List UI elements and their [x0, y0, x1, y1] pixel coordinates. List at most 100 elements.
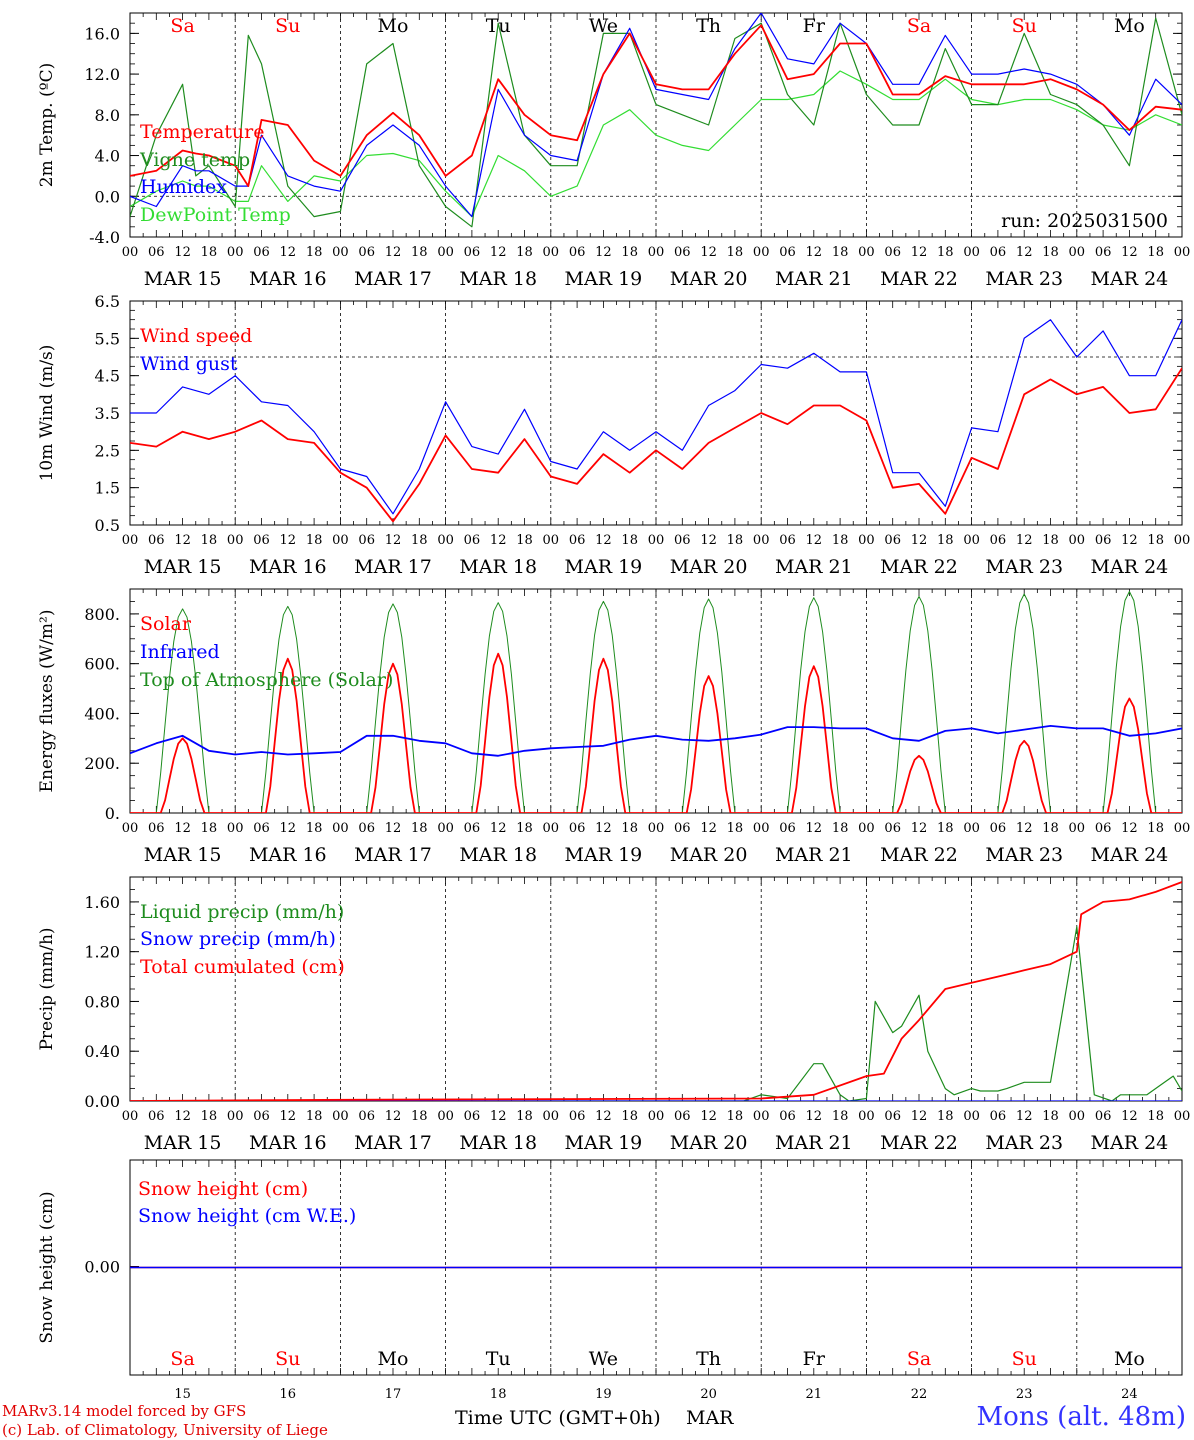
- weekday-label: Fr: [803, 15, 826, 37]
- hour-tick-label: 06: [253, 245, 270, 260]
- hour-tick-label: 00: [858, 821, 875, 836]
- date-label: MAR 23: [985, 268, 1063, 290]
- hour-tick-label: 12: [490, 245, 507, 260]
- hour-tick-label: 12: [595, 245, 612, 260]
- hour-tick-label: 12: [385, 245, 402, 260]
- hour-tick-label: 06: [990, 533, 1007, 548]
- y-tick-label: 0.00: [84, 1258, 120, 1277]
- hour-tick-label: 06: [253, 821, 270, 836]
- y-tick-label: 5.5: [95, 329, 120, 348]
- legend-entry: Temperature: [140, 121, 264, 143]
- hour-tick-label: 12: [1016, 821, 1033, 836]
- series-line-temperature: [130, 24, 1182, 188]
- legend-entry: Solar: [140, 613, 192, 635]
- hour-tick-label: 00: [543, 533, 560, 548]
- y-axis-label: 10m Wind (m/s): [37, 345, 57, 482]
- weekday-label: Sa: [907, 15, 931, 37]
- weekday-label: Mo: [1114, 15, 1145, 37]
- hour-tick-label: 06: [358, 1109, 375, 1124]
- legend-entry: DewPoint Temp: [140, 204, 291, 226]
- date-label: MAR 22: [880, 1132, 958, 1154]
- hour-tick-label: 12: [595, 821, 612, 836]
- hour-tick-label: 18: [411, 245, 428, 260]
- day-number-label: 16: [280, 1387, 297, 1402]
- day-number-label: 23: [1016, 1387, 1033, 1402]
- hour-tick-label: 00: [227, 1109, 244, 1124]
- hour-tick-label: 06: [674, 245, 691, 260]
- date-label: MAR 23: [985, 556, 1063, 578]
- hour-tick-label: 06: [569, 821, 586, 836]
- hour-tick-label: 18: [1147, 821, 1164, 836]
- hour-tick-label: 00: [1069, 821, 1086, 836]
- hour-tick-label: 00: [122, 821, 139, 836]
- hour-tick-label: 18: [306, 821, 323, 836]
- series-line-liquid-precip-mm-h-: [130, 926, 1182, 1101]
- hour-tick-label: 18: [516, 245, 533, 260]
- y-tick-label: 8.0: [95, 106, 120, 125]
- hour-tick-label: 00: [648, 533, 665, 548]
- date-label: MAR 19: [565, 268, 643, 290]
- hour-tick-label: 12: [1121, 1109, 1138, 1124]
- y-tick-label: 16.0: [84, 24, 120, 43]
- date-label: MAR 22: [880, 556, 958, 578]
- day-number-label: 17: [385, 1387, 402, 1402]
- hour-tick-label: 12: [911, 1109, 928, 1124]
- y-tick-label: 6.5: [95, 292, 120, 311]
- legend-entry: Wind gust: [140, 353, 238, 375]
- y-tick-label: 0.: [105, 804, 120, 823]
- hour-tick-label: 00: [648, 1109, 665, 1124]
- date-label: MAR 15: [144, 268, 222, 290]
- hour-tick-label: 00: [858, 245, 875, 260]
- hour-tick-label: 12: [911, 245, 928, 260]
- hour-tick-label: 18: [621, 245, 638, 260]
- lab-credit: (c) Lab. of Climatology, University of L…: [2, 1421, 328, 1439]
- hour-tick-label: 00: [437, 821, 454, 836]
- hour-tick-label: 18: [306, 533, 323, 548]
- hour-tick-label: 18: [306, 245, 323, 260]
- hour-tick-label: 00: [332, 821, 349, 836]
- hour-tick-label: 06: [990, 245, 1007, 260]
- date-label: MAR 19: [565, 556, 643, 578]
- plot-frame: [129, 588, 1183, 814]
- day-number-label: 21: [806, 1387, 823, 1402]
- hour-tick-label: 12: [806, 1109, 823, 1124]
- y-tick-label: 1.20: [84, 943, 120, 962]
- y-axis-label: Precip (mm/h): [37, 927, 57, 1050]
- hour-tick-label: 18: [937, 245, 954, 260]
- hour-tick-label: 18: [937, 533, 954, 548]
- hour-tick-label: 12: [1121, 245, 1138, 260]
- hour-tick-label: 00: [858, 533, 875, 548]
- weekday-label: Su: [275, 15, 300, 37]
- hour-tick-label: 12: [385, 1109, 402, 1124]
- weekday-label: Mo: [378, 1348, 409, 1370]
- hour-tick-label: 18: [201, 533, 218, 548]
- weekday-label: We: [589, 15, 618, 37]
- y-axis-label: 2m Temp. (ºC): [37, 63, 57, 188]
- hour-tick-label: 00: [753, 1109, 770, 1124]
- date-label: MAR 18: [459, 1132, 537, 1154]
- hour-tick-label: 06: [884, 821, 901, 836]
- weekday-label: Sa: [170, 1348, 194, 1370]
- hour-tick-label: 00: [963, 821, 980, 836]
- hour-tick-label: 12: [174, 245, 191, 260]
- hour-tick-label: 12: [280, 1109, 297, 1124]
- date-label: MAR 18: [459, 844, 537, 866]
- hour-tick-label: 12: [700, 1109, 717, 1124]
- date-label: MAR 21: [775, 268, 853, 290]
- hour-tick-label: 12: [700, 245, 717, 260]
- hour-tick-label: 00: [122, 533, 139, 548]
- hour-tick-label: 12: [911, 821, 928, 836]
- hour-tick-label: 18: [1147, 1109, 1164, 1124]
- legend-entry: Liquid precip (mm/h): [140, 901, 344, 923]
- hour-tick-label: 00: [753, 245, 770, 260]
- hour-tick-label: 12: [700, 533, 717, 548]
- date-label: MAR 23: [985, 1132, 1063, 1154]
- date-label: MAR 18: [459, 268, 537, 290]
- station-name: Mons (alt. 48m): [976, 1402, 1186, 1432]
- hour-tick-label: 12: [806, 821, 823, 836]
- hour-tick-label: 00: [648, 821, 665, 836]
- hour-tick-label: 12: [490, 533, 507, 548]
- y-tick-label: 1.60: [84, 893, 120, 912]
- hour-tick-label: 00: [332, 245, 349, 260]
- toa-solar-line: [130, 591, 1182, 813]
